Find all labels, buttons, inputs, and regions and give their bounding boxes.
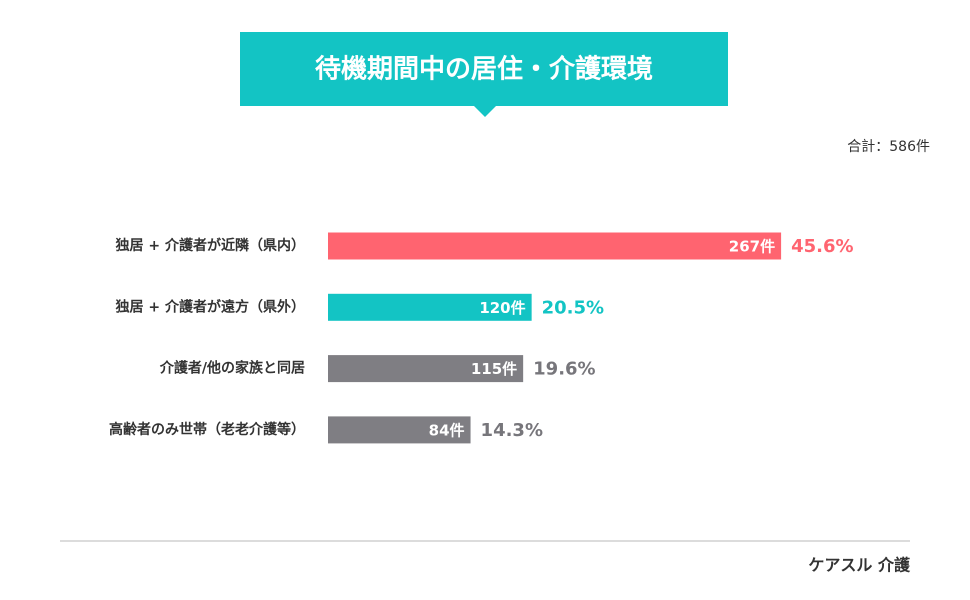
bar [328,293,532,321]
title-pointer [474,106,496,117]
source: ケアスル 介護 [808,556,911,575]
bar [328,232,782,260]
value-label: 84件 [429,421,465,439]
total-label: 合計：586件 [847,139,930,155]
share-label: 19.6% [533,359,595,380]
category-label: 介護者/他の家族と同居 [159,360,305,377]
bar [328,416,471,444]
category-label: 独居 + 介護者が近隣（県内） [116,237,305,254]
value-label: 267件 [729,238,775,256]
share-label: 45.6% [791,236,853,257]
share-label: 20.5% [542,297,604,318]
chart-title: 待機期間中の居住・介護環境 [315,54,653,85]
value-label: 115件 [471,360,517,378]
value-label: 120件 [479,299,525,317]
category-label: 独居 + 介護者が遠方（県外） [116,298,305,315]
bar [328,355,524,383]
category-label: 高齢者のみ世帯（老老介護等） [109,421,305,438]
title-box [240,32,728,106]
share-label: 14.3% [481,420,543,441]
